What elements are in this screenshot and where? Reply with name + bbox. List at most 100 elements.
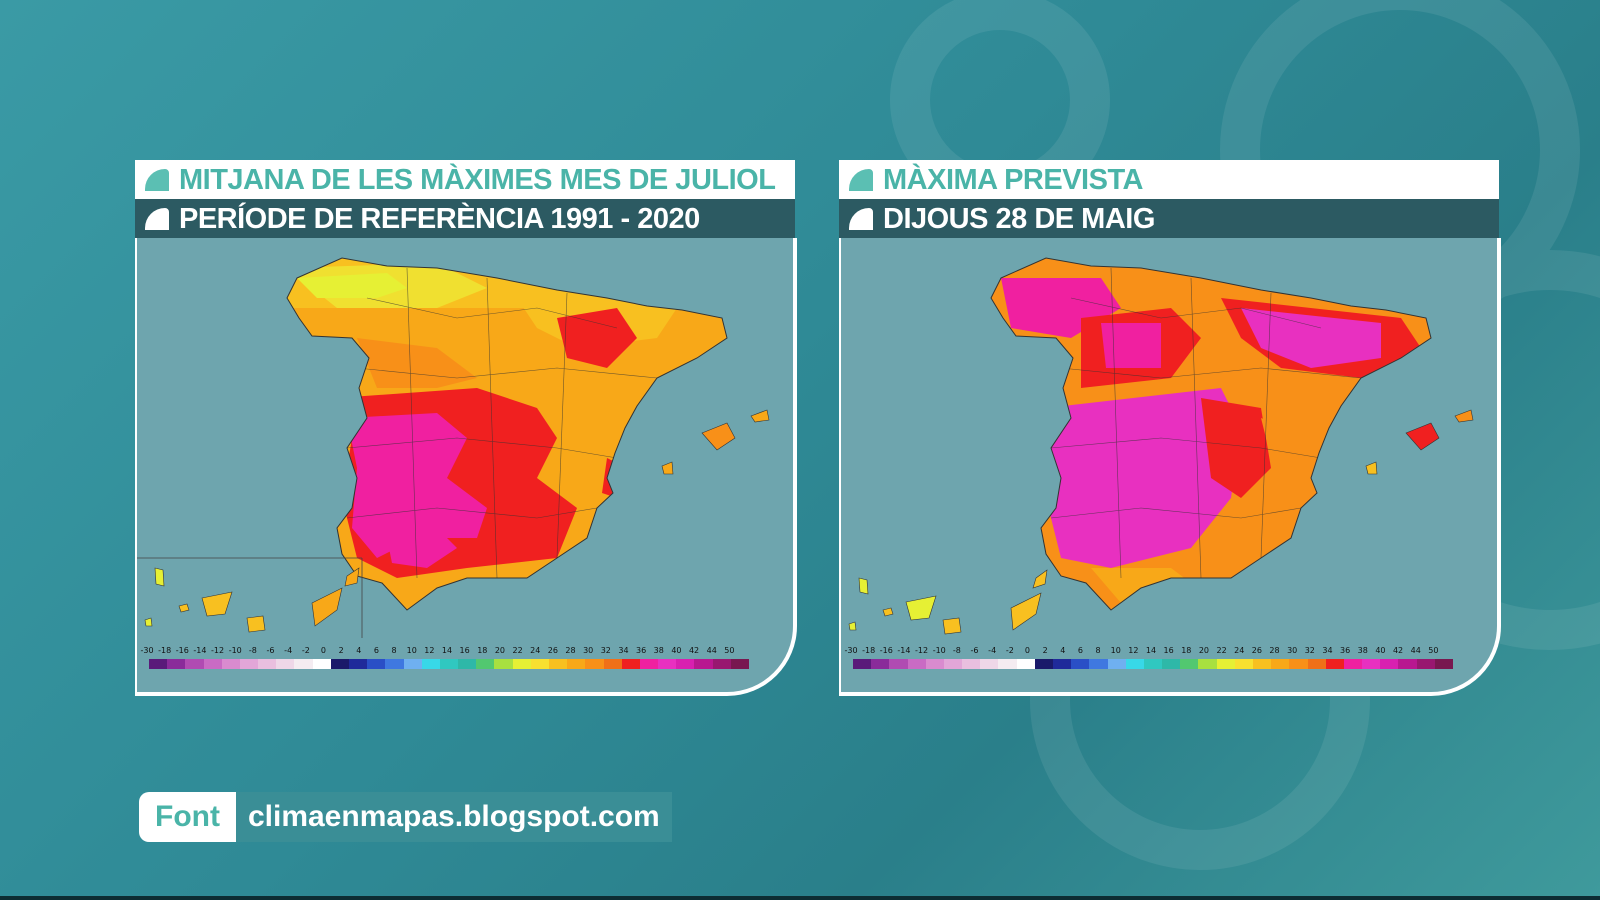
legend-tick-label: 2 — [1042, 646, 1048, 655]
legend-tick-label: 34 — [1322, 646, 1333, 655]
legend-tick-label: 6 — [1077, 646, 1083, 655]
legend-swatch — [1380, 659, 1399, 669]
legend-swatch — [1234, 659, 1254, 669]
legend-tick-label: -8 — [952, 646, 961, 655]
legend-tick-label: -10 — [932, 646, 946, 655]
legend-swatch — [639, 659, 659, 669]
legend-tick-label: -4 — [988, 646, 997, 655]
legend-tick-label: 0 — [1024, 646, 1031, 655]
legend-tick-label: 36 — [636, 646, 647, 655]
legend-swatch — [1325, 659, 1345, 669]
legend-tick-label: 16 — [459, 646, 470, 655]
legend-tick-label: -2 — [1005, 646, 1014, 655]
legend-tick-label: 14 — [1145, 646, 1157, 655]
canary-islands — [848, 569, 1048, 635]
panel-title: MÀXIMA PREVISTA — [883, 164, 1143, 196]
legend-swatch — [658, 659, 677, 669]
legend-tick-label: -12 — [915, 646, 929, 655]
legend-swatch — [367, 659, 386, 669]
legend-swatch — [980, 659, 999, 669]
legend-swatch — [1216, 659, 1236, 669]
legend-tick-label: 50 — [724, 646, 735, 655]
legend-swatch — [149, 659, 168, 669]
legend-swatch — [585, 659, 605, 669]
tab-shape — [849, 169, 873, 191]
legend-swatch — [439, 659, 459, 669]
legend-tick-label: 30 — [1287, 646, 1298, 655]
legend-tick-label: 10 — [406, 646, 417, 655]
legend-swatch — [1362, 659, 1381, 669]
legend-swatch — [1089, 659, 1109, 669]
source-label: Font — [139, 792, 236, 842]
legend-swatch — [998, 659, 1018, 669]
panel-title-bar: MITJANA DE LES MÀXIMES MES DE JULIOL — [135, 160, 795, 199]
legend-tick-label: -4 — [284, 646, 293, 655]
map-panel-forecast-max: MÀXIMA PREVISTA DIJOUS 28 DE MAIG — [839, 160, 1501, 696]
legend-swatch — [476, 659, 495, 669]
legend-swatch — [549, 659, 568, 669]
legend-swatch — [330, 659, 350, 669]
legend-tick-label: -10 — [228, 646, 242, 655]
legend-swatch — [1289, 659, 1309, 669]
legend-tick-label: -2 — [301, 646, 310, 655]
legend-swatch — [258, 659, 277, 669]
legend-tick-label: 32 — [1304, 646, 1315, 655]
legend-swatch — [567, 659, 586, 669]
legend-swatch — [712, 659, 732, 669]
legend-tick-label: 22 — [1216, 646, 1227, 655]
source-url[interactable]: climaenmapas.blogspot.com — [235, 792, 672, 842]
legend-tick-label: 44 — [1410, 646, 1421, 655]
legend-tick-label: 22 — [512, 646, 523, 655]
legend-tick-label: -14 — [897, 646, 911, 655]
legend-tick-label: -6 — [970, 646, 979, 655]
legend-tick-label: -18 — [158, 646, 172, 655]
legend-tick-label: -30 — [844, 646, 858, 655]
bottom-bar — [0, 896, 1600, 900]
legend-tick-label: 34 — [618, 646, 629, 655]
legend-swatch — [294, 659, 314, 669]
legend-tick-label: 8 — [1095, 646, 1101, 655]
legend-tick-label: 14 — [441, 646, 453, 655]
map-panel-july-average: MITJANA DE LES MÀXIMES MES DE JULIOL PER… — [135, 160, 797, 696]
legend-tick-label: -16 — [879, 646, 893, 655]
legend-tick-label: -30 — [140, 646, 154, 655]
legend-tick-label: 10 — [1110, 646, 1121, 655]
legend-tick-label: 28 — [565, 646, 576, 655]
legend-tick-label: 40 — [1375, 646, 1386, 655]
balearic-islands — [661, 409, 770, 475]
panel-subtitle-bar: DIJOUS 28 DE MAIG — [839, 199, 1499, 238]
legend-tick-label: 30 — [583, 646, 594, 655]
legend-tick-label: 12 — [1128, 646, 1139, 655]
legend-tick-label: 44 — [706, 646, 717, 655]
legend-swatch — [1034, 659, 1054, 669]
legend-swatch — [1125, 659, 1145, 669]
spain-map-image — [137, 238, 793, 692]
legend-swatch — [1180, 659, 1199, 669]
legend-tick-label: 2 — [338, 646, 344, 655]
legend-swatch — [1253, 659, 1272, 669]
legend-tick-label: 18 — [477, 646, 488, 655]
legend-swatch — [458, 659, 477, 669]
legend-tick-label: 24 — [530, 646, 541, 655]
legend-tick-label: 38 — [653, 646, 664, 655]
legend-swatch — [925, 659, 945, 669]
legend-swatch — [1343, 659, 1363, 669]
legend-swatch — [530, 659, 550, 669]
legend-swatch — [621, 659, 641, 669]
legend-swatch — [694, 659, 714, 669]
panel-subtitle: DIJOUS 28 DE MAIG — [883, 203, 1155, 235]
legend-swatch — [185, 659, 205, 669]
legend-tick-label: 6 — [373, 646, 379, 655]
panel-title-bar: MÀXIMA PREVISTA — [839, 160, 1499, 199]
legend-tick-label: 26 — [1251, 646, 1262, 655]
legend-tick-label: 16 — [1163, 646, 1174, 655]
legend-tick-label: 40 — [671, 646, 682, 655]
legend-swatch — [221, 659, 241, 669]
legend-tick-label: 32 — [600, 646, 611, 655]
legend-swatch — [494, 659, 514, 669]
legend-swatch — [1107, 659, 1127, 669]
legend-tick-label: -14 — [193, 646, 207, 655]
legend-swatch — [1162, 659, 1181, 669]
legend-tick-label: 42 — [1392, 646, 1404, 655]
legend-swatch — [853, 659, 872, 669]
